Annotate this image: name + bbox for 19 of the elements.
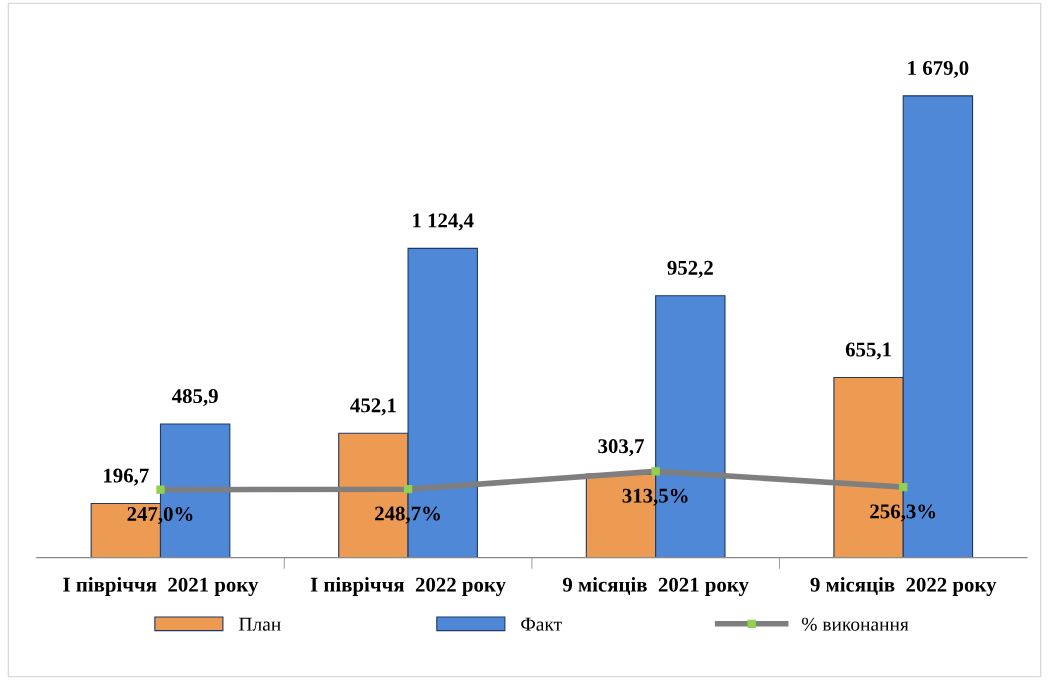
legend-label: Факт: [521, 617, 562, 631]
data-label: 256,3%: [870, 504, 936, 522]
data-label: 1 124,4: [413, 213, 474, 231]
data-label: 1 679,0: [908, 60, 969, 78]
data-label: 313,5%: [622, 488, 688, 506]
x-tick-label: I півріччя 2021 року: [63, 577, 259, 596]
legend-label: План: [239, 617, 281, 631]
data-label: 655,1: [845, 342, 891, 360]
x-tick-label: 9 місяців 2022 року: [810, 577, 997, 596]
data-label: 248,7%: [375, 506, 440, 524]
data-label: 452,1: [350, 398, 396, 416]
x-tick-label: I півріччя 2022 року: [310, 577, 506, 596]
data-label: 303,7: [598, 439, 644, 457]
legend-label: % виконання: [801, 617, 909, 631]
data-label: 485,9: [171, 389, 218, 407]
data-label: 247,0%: [127, 506, 193, 525]
data-label: 196,7: [104, 468, 149, 486]
x-tick-label: 9 місяців 2021 року: [562, 577, 749, 596]
data-label: 952,2: [667, 260, 713, 278]
